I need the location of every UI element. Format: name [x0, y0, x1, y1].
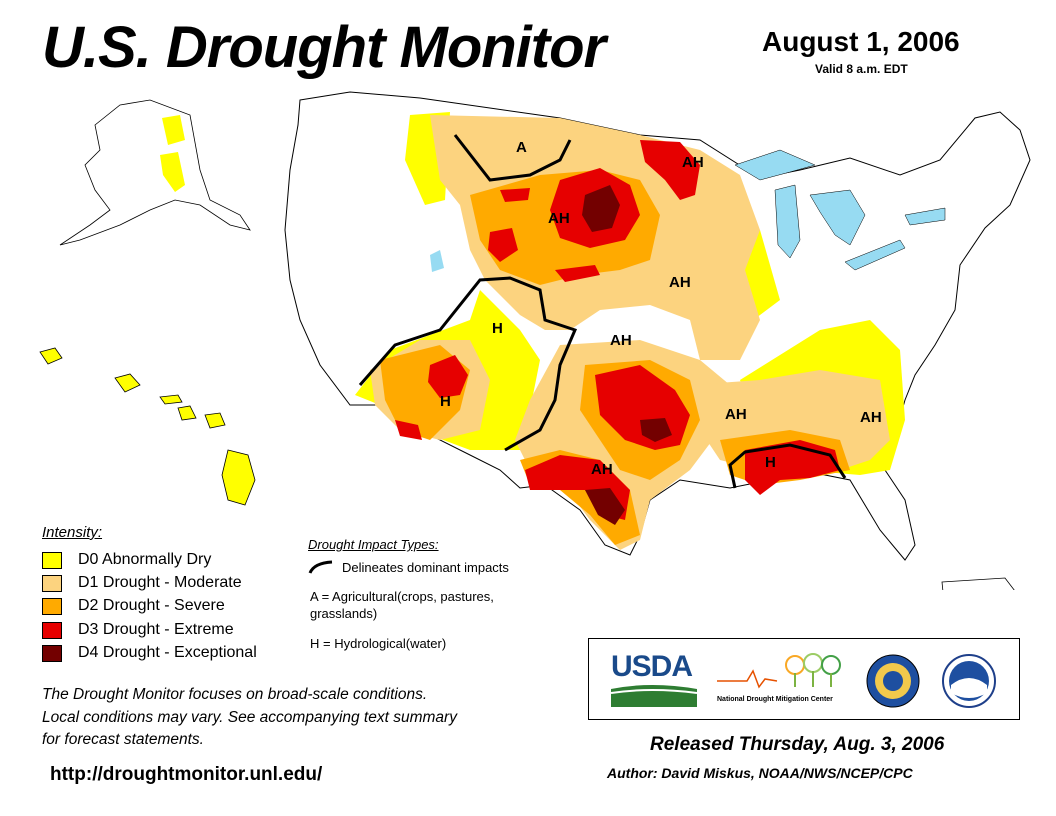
ndmc-caption-1: National [717, 696, 745, 703]
ndmc-logo: National Drought Mitigation Center [717, 651, 847, 709]
impact-h-label: H = Hydrological(water) [310, 636, 447, 651]
impact-a-label: A = Agricultural(crops, pastures, grassl… [310, 589, 494, 621]
legend-label: D4 Drought - Exceptional [78, 644, 257, 661]
noaa-logo-icon [942, 654, 996, 708]
lake-huron [809, 189, 866, 246]
legend-item-d0: D0 Abnormally Dry [42, 550, 211, 570]
legend-item-d1: D1 Drought - Moderate [42, 573, 242, 593]
label-sc: AH [860, 409, 882, 426]
valid-time: Valid 8 a.m. EDT [815, 62, 908, 76]
commerce-seal-icon [866, 654, 920, 708]
legend-swatch [42, 644, 62, 662]
great-salt-lake [430, 250, 444, 272]
ndmc-caption: National Drought Mitigation Center [717, 696, 847, 703]
impact-line-legend: Delineates dominant impacts [308, 559, 509, 575]
legend-title: Intensity: [42, 524, 103, 541]
label-sd: AH [548, 210, 570, 227]
label-ne: AH [669, 274, 691, 291]
legend-label: D0 Abnormally Dry [78, 551, 212, 568]
legend-item-d2: D2 Drought - Severe [42, 596, 225, 616]
ndmc-tree-icon [717, 653, 841, 689]
alaska [59, 99, 251, 246]
alaska-d0-south [160, 152, 185, 192]
label-ks: AH [610, 332, 632, 349]
page-title: U.S. Drought Monitor [42, 15, 606, 80]
lake-erie [844, 239, 906, 271]
label-tx: AH [591, 461, 613, 478]
boundary-line-icon [308, 560, 333, 574]
legend-item-d4: D4 Drought - Exceptional [42, 643, 257, 663]
drought-map: A AH AH AH AH H H AH AH H AH [39, 91, 1031, 590]
legend-label: D2 Drought - Severe [78, 597, 225, 614]
label-az: H [440, 393, 451, 410]
usda-logo: USDA [610, 650, 698, 709]
lake-ontario [904, 207, 946, 226]
disclaimer-note: The Drought Monitor focuses on broad-sca… [42, 684, 457, 752]
note-line: for forecast statements. [42, 731, 204, 748]
note-line: Local conditions may vary. See accompany… [42, 708, 457, 726]
release-date: Released Thursday, Aug. 3, 2006 [650, 734, 945, 755]
legend-label: D3 Drought - Extreme [78, 621, 234, 638]
website-link[interactable]: http://droughtmonitor.unl.edu/ [50, 764, 323, 785]
impact-line-label: Delineates dominant impacts [342, 559, 509, 575]
note-line: The Drought Monitor focuses on broad-sca… [42, 686, 428, 703]
label-la: H [765, 454, 776, 471]
label-mt-nd: A [516, 139, 527, 156]
map-date: August 1, 2006 [762, 26, 960, 57]
ndmc-caption-2: Drought Mitigation Center [746, 696, 833, 703]
d4-areas [582, 185, 672, 525]
legend-swatch [42, 597, 62, 615]
d3-areas [395, 140, 840, 520]
legend-item-d3: D3 Drought - Extreme [42, 620, 234, 640]
impact-boundaries [358, 134, 847, 489]
usda-field-icon [610, 685, 698, 707]
lake-michigan [774, 184, 801, 259]
legend-swatch [42, 574, 62, 592]
label-co: H [492, 320, 503, 337]
label-ar: AH [725, 406, 747, 423]
author-credit: Author: David Miskus, NOAA/NWS/NCEP/CPC [607, 765, 913, 781]
alaska-d0-north [162, 115, 185, 145]
lake-superior [734, 149, 816, 181]
usda-logo-text: USDA [611, 650, 693, 683]
legend-swatch [42, 621, 62, 639]
legend-label: D1 Drought - Moderate [78, 574, 242, 591]
legend-swatch [42, 551, 62, 569]
puerto-rico [941, 577, 1015, 590]
label-mn: AH [682, 154, 704, 171]
impact-types-title: Drought Impact Types: [308, 537, 439, 552]
hawaii [39, 347, 256, 506]
partner-logos: USDA National Drought Mitigation Center [588, 638, 1020, 720]
